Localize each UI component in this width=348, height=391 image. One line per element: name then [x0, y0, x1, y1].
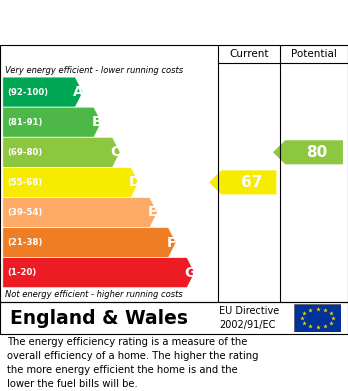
- Polygon shape: [209, 170, 276, 194]
- Polygon shape: [3, 258, 195, 288]
- Text: (1-20): (1-20): [7, 268, 36, 277]
- Text: EU Directive
2002/91/EC: EU Directive 2002/91/EC: [219, 306, 279, 330]
- Polygon shape: [3, 197, 157, 228]
- Text: The energy efficiency rating is a measure of the
overall efficiency of a home. T: The energy efficiency rating is a measur…: [7, 337, 259, 389]
- Text: C: C: [110, 145, 121, 159]
- Polygon shape: [3, 107, 102, 137]
- Text: F: F: [167, 236, 176, 249]
- Text: B: B: [92, 115, 102, 129]
- Polygon shape: [273, 140, 343, 164]
- Text: D: D: [128, 176, 140, 189]
- Text: (92-100): (92-100): [7, 88, 48, 97]
- Polygon shape: [3, 228, 176, 258]
- Text: Not energy efficient - higher running costs: Not energy efficient - higher running co…: [5, 290, 183, 299]
- Text: 80: 80: [306, 145, 327, 160]
- Text: (55-68): (55-68): [7, 178, 42, 187]
- Text: England & Wales: England & Wales: [10, 308, 188, 328]
- Text: A: A: [73, 85, 84, 99]
- Polygon shape: [3, 167, 139, 197]
- Text: (69-80): (69-80): [7, 148, 42, 157]
- Text: Energy Efficiency Rating: Energy Efficiency Rating: [10, 14, 239, 32]
- Text: Potential: Potential: [291, 49, 337, 59]
- Text: E: E: [148, 206, 158, 219]
- Text: (21-38): (21-38): [7, 238, 42, 247]
- Polygon shape: [3, 137, 120, 167]
- Text: (81-91): (81-91): [7, 118, 42, 127]
- Polygon shape: [3, 77, 83, 107]
- Text: Current: Current: [229, 49, 269, 59]
- Text: Very energy efficient - lower running costs: Very energy efficient - lower running co…: [5, 66, 183, 75]
- Text: G: G: [184, 265, 196, 280]
- Text: (39-54): (39-54): [7, 208, 42, 217]
- Text: 67: 67: [241, 175, 262, 190]
